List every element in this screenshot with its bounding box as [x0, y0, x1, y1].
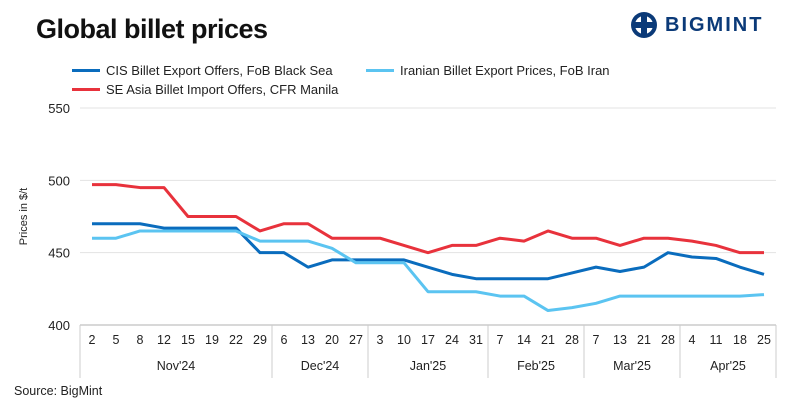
x-tick-label: 7	[593, 333, 600, 347]
x-tick-label: 19	[205, 333, 219, 347]
legend-label: SE Asia Billet Import Offers, CFR Manila	[106, 82, 339, 97]
x-tick-label: 11	[710, 333, 723, 347]
y-tick-label: 550	[48, 101, 70, 116]
x-tick-label: 28	[565, 333, 579, 347]
chart-title: Global billet prices	[36, 14, 268, 44]
x-tick-label: 5	[113, 333, 120, 347]
x-tick-label: 27	[349, 333, 363, 347]
x-tick-label: 18	[733, 333, 747, 347]
x-tick-label: 13	[613, 333, 627, 347]
x-tick-label: 7	[497, 333, 504, 347]
x-tick-label: 14	[517, 333, 531, 347]
month-label: Feb'25	[517, 359, 555, 373]
month-label: Apr'25	[710, 359, 746, 373]
x-tick-label: 6	[281, 333, 288, 347]
legend-label: CIS Billet Export Offers, FoB Black Sea	[106, 63, 333, 78]
y-tick-label: 450	[48, 246, 70, 261]
source-note: Source: BigMint	[14, 384, 103, 398]
x-tick-label: 29	[253, 333, 267, 347]
y-tick-label: 500	[48, 173, 70, 188]
y-tick-label: 400	[48, 318, 70, 333]
x-tick-label: 21	[541, 333, 555, 347]
x-tick-label: 17	[421, 333, 435, 347]
y-axis-label: Prices in $/t	[18, 188, 30, 245]
x-tick-label: 4	[689, 333, 696, 347]
x-tick-label: 24	[445, 333, 459, 347]
series-line	[92, 229, 765, 313]
legend-label: Iranian Billet Export Prices, FoB Iran	[400, 63, 610, 78]
bigmint-logo: BIGMINT	[629, 10, 763, 40]
x-tick-label: 2	[89, 333, 96, 347]
x-tick-label: 21	[637, 333, 651, 347]
logo-text: BIGMINT	[665, 13, 764, 36]
series-line	[92, 222, 765, 281]
globe-icon	[631, 12, 657, 38]
x-tick-label: 8	[137, 333, 144, 347]
legend-item-cis: CIS Billet Export Offers, FoB Black Sea	[72, 63, 333, 78]
legend-item-seasia: SE Asia Billet Import Offers, CFR Manila	[72, 82, 338, 97]
x-tick-label: 28	[661, 333, 675, 347]
month-label: Dec'24	[301, 359, 340, 373]
month-label: Nov'24	[157, 359, 196, 373]
month-label: Mar'25	[613, 359, 651, 373]
x-tick-label: 13	[301, 333, 315, 347]
x-tick-label: 22	[229, 333, 243, 347]
x-tick-label: 31	[469, 333, 483, 347]
x-tick-label: 12	[157, 333, 171, 347]
legend-item-iran: Iranian Billet Export Prices, FoB Iran	[366, 63, 610, 78]
x-tick-label: 3	[377, 333, 384, 347]
x-tick-label: 15	[181, 333, 195, 347]
month-label: Jan'25	[410, 359, 446, 373]
x-tick-label: 20	[325, 333, 339, 347]
x-tick-label: 25	[757, 333, 771, 347]
series-line	[92, 183, 764, 255]
x-tick-label: 10	[397, 333, 411, 347]
